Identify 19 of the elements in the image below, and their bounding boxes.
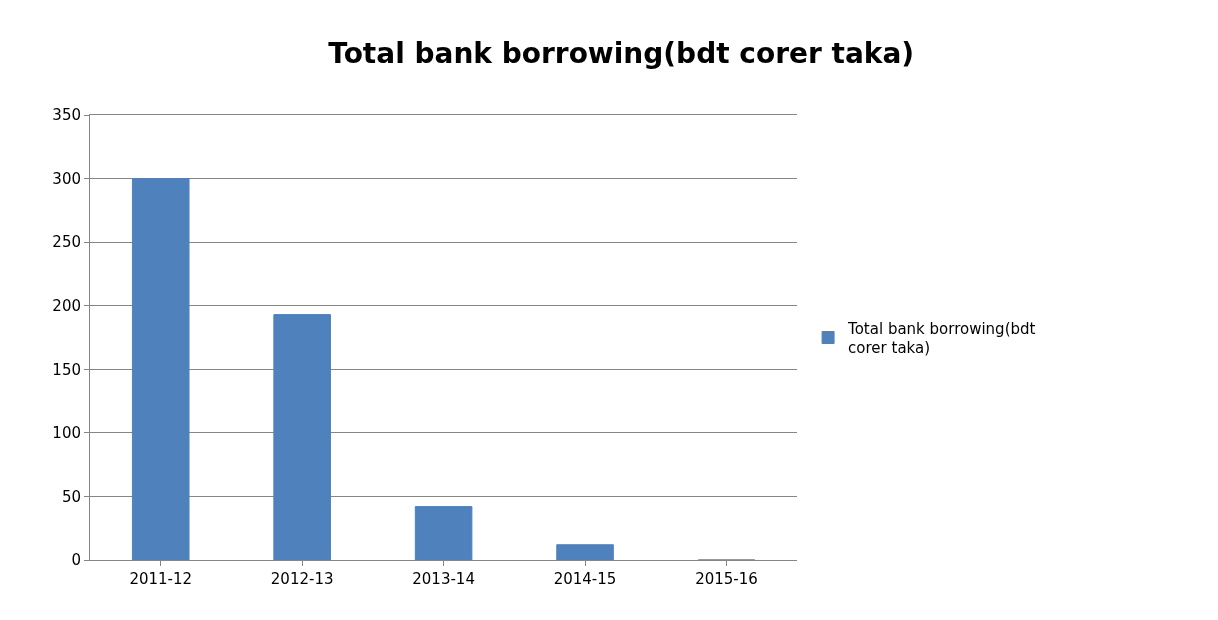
y-tick-label: 200 [52,296,81,315]
legend-label: Total bank borrowing(bdt corer taka) [847,319,1036,358]
bar [556,544,614,560]
x-tick-label: 2015-16 [695,570,758,588]
y-tick-label: 300 [52,169,81,188]
y-tick-label: 50 [61,487,81,506]
x-tick-label: 2014-15 [553,570,617,588]
x-tick-label: 2012-13 [270,570,334,588]
y-tick-label: 250 [52,233,81,252]
bar [414,506,473,560]
chart-title: Total bank borrowing(bdt corer taka) [328,37,915,70]
x-tick-label: 2011-12 [129,570,193,588]
y-tick-label: 0 [71,551,81,570]
bar [273,314,331,560]
x-tick-label: 2013-14 [412,570,475,588]
y-tick-label: 100 [52,424,81,443]
bar [131,178,190,560]
y-tick-label: 150 [52,360,81,379]
y-tick-label: 350 [52,106,81,125]
